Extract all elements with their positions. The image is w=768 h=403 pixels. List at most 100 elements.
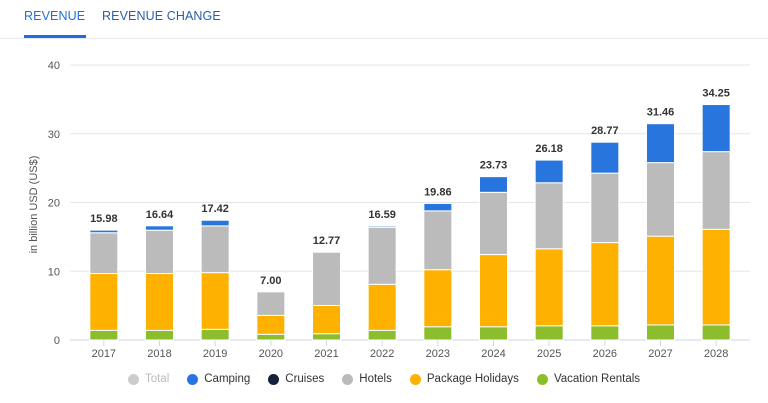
x-tick-label: 2024 (481, 348, 505, 360)
bar-segment-package-holidays (423, 269, 453, 328)
bar-segment-hotels (89, 232, 119, 275)
bar-segment-vacation-rentals (145, 329, 174, 341)
bar-segment-camping (145, 225, 174, 231)
tab-bar: REVENUE REVENUE CHANGE (0, 0, 768, 39)
bar-segment-camping (479, 176, 508, 193)
legend-marker-icon (342, 373, 354, 385)
data-label-total: 34.25 (702, 88, 730, 100)
bar-segment-package-holidays (256, 314, 286, 335)
y-tick-label: 10 (48, 266, 60, 278)
bar-segment-package-holidays (646, 235, 675, 326)
bar-segment-package-holidays (89, 273, 119, 331)
bar-segment-hotels (312, 251, 341, 306)
legend-label: Package Holidays (426, 373, 519, 385)
chart-legend: Total Camping Cruises Hotels Package Holiday… (0, 373, 768, 385)
bar-segment-vacation-rentals (590, 325, 620, 341)
bar-segment-package-holidays (145, 273, 174, 331)
legend-label: Total (144, 373, 170, 385)
bar-segment-hotels (590, 172, 620, 244)
legend-item-vacation-rentals[interactable]: Vacation Rentals (536, 373, 641, 385)
bar-segment-camping (423, 202, 453, 212)
legend-marker-icon (187, 373, 199, 385)
bar-segment-vacation-rentals (200, 328, 230, 341)
x-tick-label: 2018 (147, 348, 171, 360)
data-label-total: 16.64 (146, 209, 174, 221)
legend-marker-icon (268, 373, 280, 385)
bar-segment-vacation-rentals (701, 324, 731, 341)
bar-segment-vacation-rentals (89, 329, 119, 341)
x-tick-label: 2023 (426, 348, 450, 360)
bar-segment-vacation-rentals (312, 333, 341, 341)
x-tick-label: 2019 (203, 348, 227, 360)
legend-label: Camping (204, 373, 251, 385)
bar-segment-camping (367, 225, 397, 228)
bar-segment-vacation-rentals (646, 324, 675, 341)
data-label-total: 15.98 (90, 213, 118, 225)
bar-segment-camping (534, 159, 564, 184)
legend-item-hotels[interactable]: Hotels (342, 373, 392, 385)
bar-segment-camping (89, 229, 119, 234)
bar-segment-package-holidays (701, 228, 731, 326)
y-tick-label: 20 (48, 198, 60, 210)
bar-segment-package-holidays (590, 242, 620, 327)
data-label-total: 26.18 (535, 143, 563, 155)
bar-segment-vacation-rentals (534, 325, 564, 341)
bar-segment-vacation-rentals (256, 333, 286, 341)
legend-item-total[interactable]: Total (127, 373, 170, 385)
legend-marker-icon (127, 373, 139, 385)
bar-segment-hotels (423, 210, 453, 271)
bar-segment-hotels (145, 229, 174, 275)
data-label-total: 28.77 (591, 125, 619, 137)
bar-segment-hotels (479, 191, 508, 256)
bar-segment-package-holidays (312, 304, 341, 335)
bar-segment-camping (701, 104, 731, 153)
legend-label: Cruises (285, 373, 325, 385)
x-tick-label: 2028 (704, 348, 728, 360)
legend-item-package-holidays[interactable]: Package Holidays (409, 373, 519, 385)
x-tick-label: 2022 (370, 348, 394, 360)
bar-segment-vacation-rentals (479, 326, 508, 341)
legend-item-camping[interactable]: Camping (187, 373, 250, 385)
x-tick-label: 2025 (537, 348, 561, 360)
y-axis-label: in billion USD (US$) (28, 156, 40, 254)
legend-label: Hotels (359, 373, 392, 385)
legend-marker-icon (536, 373, 548, 385)
active-tab-indicator (24, 35, 86, 38)
bar-segment-hotels (256, 291, 286, 316)
x-tick-label: 2026 (593, 348, 617, 360)
legend-item-cruises[interactable]: Cruises (268, 373, 324, 385)
legend-label: Vacation Rentals (553, 373, 641, 385)
x-tick-label: 2017 (92, 348, 116, 360)
tab-revenue[interactable]: REVENUE (24, 9, 86, 23)
bar-segment-camping (200, 219, 230, 227)
x-tick-label: 2027 (648, 348, 672, 360)
y-tick-label: 40 (48, 60, 60, 72)
bar-segment-package-holidays (479, 254, 508, 328)
bar-segment-vacation-rentals (367, 329, 397, 341)
legend-marker-icon (409, 373, 421, 385)
tab-revenue-change[interactable]: REVENUE CHANGE (102, 9, 221, 23)
data-label-total: 19.86 (424, 186, 452, 198)
bar-segment-hotels (200, 225, 230, 274)
bar-segment-vacation-rentals (423, 326, 453, 341)
x-tick-label: 2020 (259, 348, 283, 360)
data-label-total: 7.00 (260, 275, 281, 287)
data-label-total: 16.59 (368, 209, 396, 221)
bar-segment-package-holidays (200, 272, 230, 330)
bar-segment-package-holidays (367, 283, 397, 331)
bar-segment-hotels (367, 226, 397, 285)
y-tick-label: 30 (48, 129, 60, 141)
bar-segment-hotels (701, 151, 731, 230)
y-tick-label: 0 (54, 335, 60, 347)
data-label-total: 17.42 (201, 203, 229, 215)
bar-segment-camping (590, 141, 620, 174)
x-tick-label: 2021 (314, 348, 338, 360)
bar-segment-hotels (646, 162, 675, 237)
bar-segment-package-holidays (534, 248, 564, 327)
bar-segment-hotels (534, 182, 564, 250)
data-label-total: 23.73 (480, 160, 508, 172)
data-label-total: 12.77 (313, 235, 341, 247)
data-label-total: 31.46 (647, 107, 675, 119)
bar-segment-camping (646, 123, 675, 164)
